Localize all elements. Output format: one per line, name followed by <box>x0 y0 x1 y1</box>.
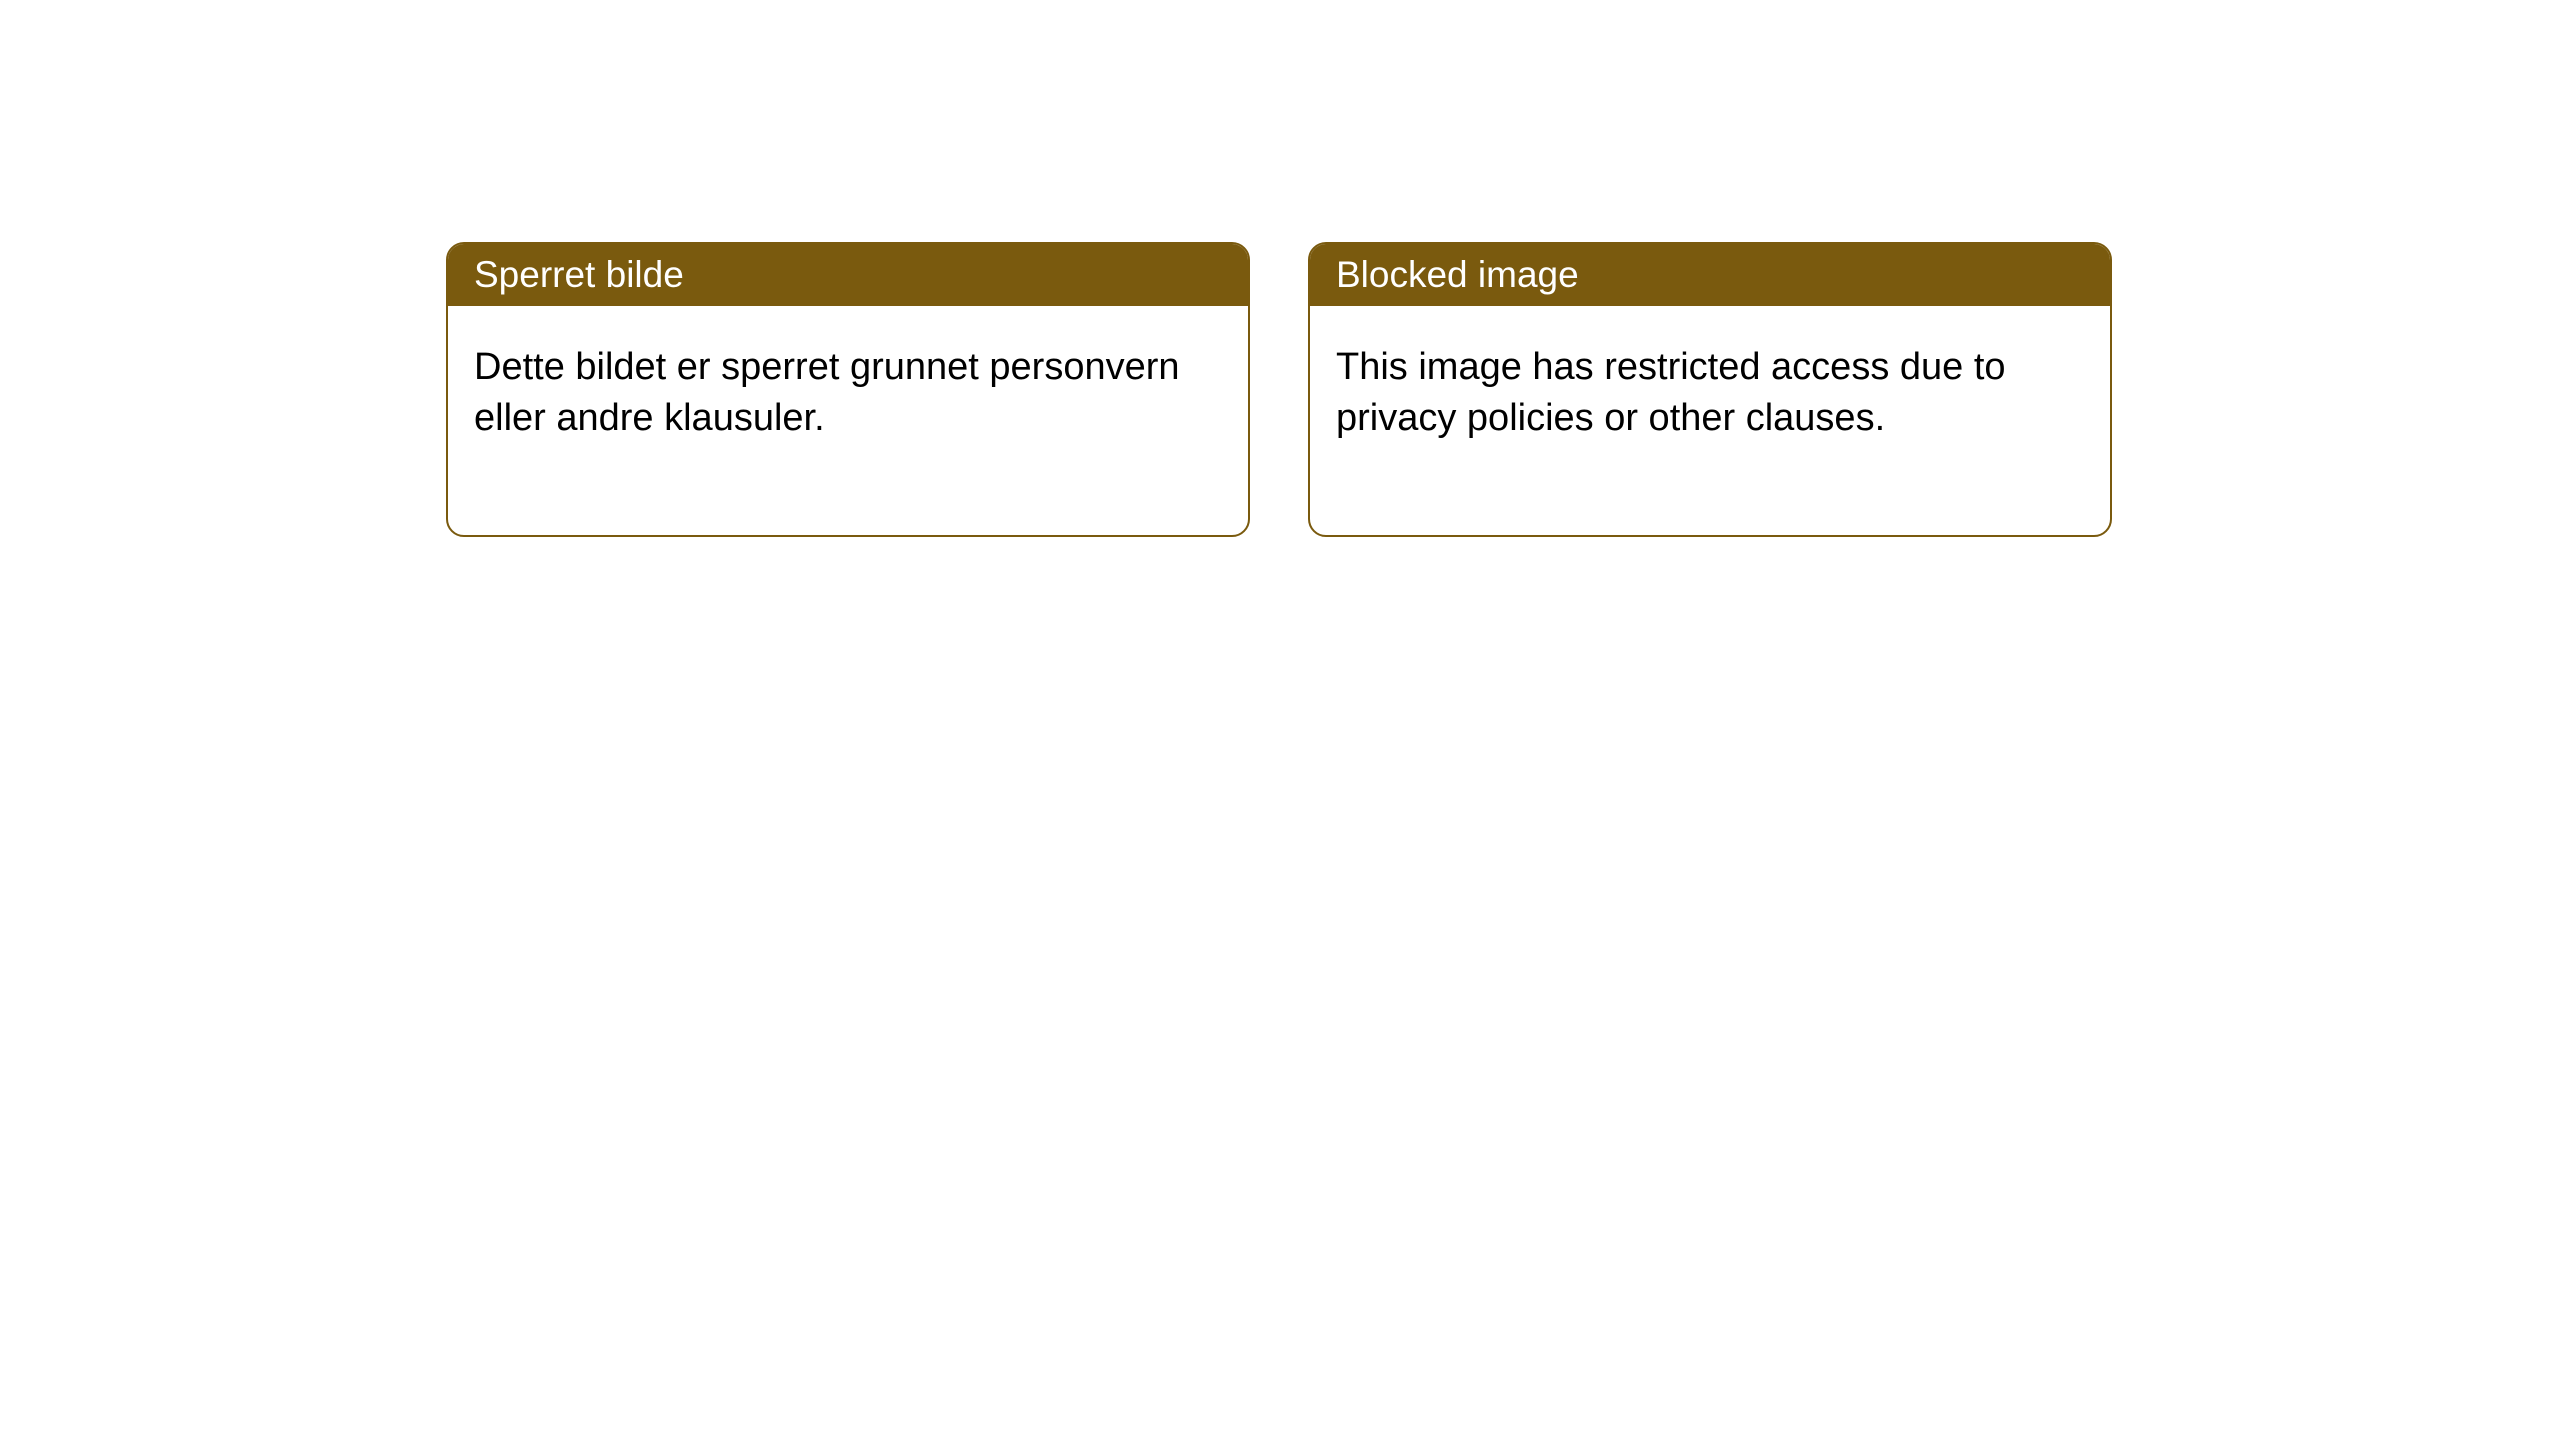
card-title: Blocked image <box>1336 254 1579 295</box>
card-body-text: Dette bildet er sperret grunnet personve… <box>474 346 1180 439</box>
card-body-text: This image has restricted access due to … <box>1336 346 2006 439</box>
card-body: This image has restricted access due to … <box>1310 306 2110 535</box>
card-body: Dette bildet er sperret grunnet personve… <box>448 306 1248 535</box>
blocked-image-card-en: Blocked image This image has restricted … <box>1308 242 2112 537</box>
card-title: Sperret bilde <box>474 254 684 295</box>
card-header: Blocked image <box>1310 244 2110 306</box>
blocked-image-card-no: Sperret bilde Dette bildet er sperret gr… <box>446 242 1250 537</box>
card-header: Sperret bilde <box>448 244 1248 306</box>
cards-container: Sperret bilde Dette bildet er sperret gr… <box>446 242 2560 537</box>
